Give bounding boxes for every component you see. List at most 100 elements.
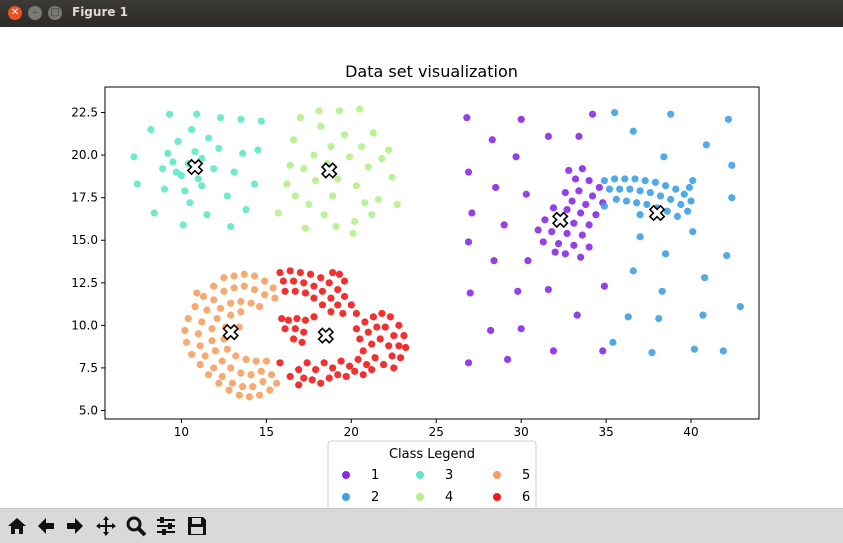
data-point [643,200,651,209]
data-point [719,347,727,355]
data-point [585,243,593,251]
data-point [544,286,552,294]
data-point [298,338,306,346]
centroid-marker [317,327,335,344]
data-point [359,347,367,355]
data-point [368,211,376,219]
y-tick-label: 10.0 [71,318,98,332]
data-point [334,286,342,294]
x-tick-label: 30 [514,425,529,439]
data-point [568,197,576,205]
data-point [274,209,282,217]
data-point [318,287,327,295]
data-point [255,391,264,399]
data-point [334,301,342,309]
data-point [312,366,320,374]
y-tick-label: 22.5 [71,106,98,120]
data-point [329,268,337,277]
data-point [689,177,697,185]
data-point [327,142,335,151]
navigation-toolbar [0,508,843,543]
data-point [237,297,245,306]
data-point [361,199,369,207]
data-point [194,175,203,183]
data-point [269,284,277,292]
legend-title: Class Legend [389,447,475,462]
close-icon[interactable]: ✕ [8,6,22,20]
maximize-icon[interactable]: □ [48,6,62,20]
data-point [281,325,289,333]
minimize-icon[interactable]: – [28,6,42,20]
data-point [315,107,323,115]
data-point [728,194,736,202]
data-layer [130,105,744,401]
data-point [230,272,238,280]
data-point [368,340,376,348]
data-point [699,311,707,319]
data-point [595,183,603,192]
forward-arrow-icon[interactable] [62,513,88,539]
data-point [592,211,600,219]
pan-icon[interactable] [93,513,119,539]
data-point [724,115,733,123]
data-point [278,314,286,323]
data-point [702,141,710,149]
data-point [402,343,410,352]
data-point [242,205,250,214]
data-point [223,345,231,353]
data-point [267,371,276,379]
home-icon[interactable] [4,513,30,539]
data-point [295,381,303,389]
data-point [600,282,609,290]
data-point [230,284,238,292]
data-point [250,286,259,294]
data-point [203,211,211,219]
legend-label-1: 1 [371,468,379,483]
data-point [271,294,279,302]
data-point [636,211,644,219]
data-point [317,379,325,387]
data-point [300,374,308,382]
figure-canvas: Data set visualization 10 15 20 25 30 35 40 5.0… [0,27,843,512]
data-point [346,153,354,161]
data-point [286,161,294,169]
zoom-icon[interactable] [123,513,149,539]
series-1 [463,110,609,367]
data-point [385,342,393,350]
data-point [225,386,233,394]
data-point [291,325,299,333]
data-point [205,371,213,379]
data-point [464,359,473,367]
data-point [181,187,189,195]
data-point [237,369,245,377]
data-point [551,248,559,256]
data-point [320,211,328,219]
data-point [500,221,508,229]
data-point [512,153,520,161]
data-point [369,129,377,137]
data-point [165,110,174,118]
configure-subplots-icon[interactable] [153,513,179,539]
data-point [255,303,264,311]
data-point [514,287,522,295]
data-point [300,328,308,336]
data-point [600,177,609,185]
data-point [238,383,247,391]
save-icon[interactable] [184,513,210,539]
data-point [400,331,408,340]
data-point [247,299,255,307]
data-point [466,289,474,297]
data-point [684,207,692,215]
data-point [308,376,316,384]
data-point [570,241,578,249]
back-arrow-icon[interactable] [33,513,59,539]
data-point [216,304,225,312]
data-point [300,165,308,173]
data-point [279,277,287,285]
data-point [164,149,172,157]
centroid-marker [222,323,239,341]
data-point [549,347,558,355]
x-tick-label: 25 [429,425,444,439]
centroid-marker [320,162,338,179]
data-point [184,314,192,323]
